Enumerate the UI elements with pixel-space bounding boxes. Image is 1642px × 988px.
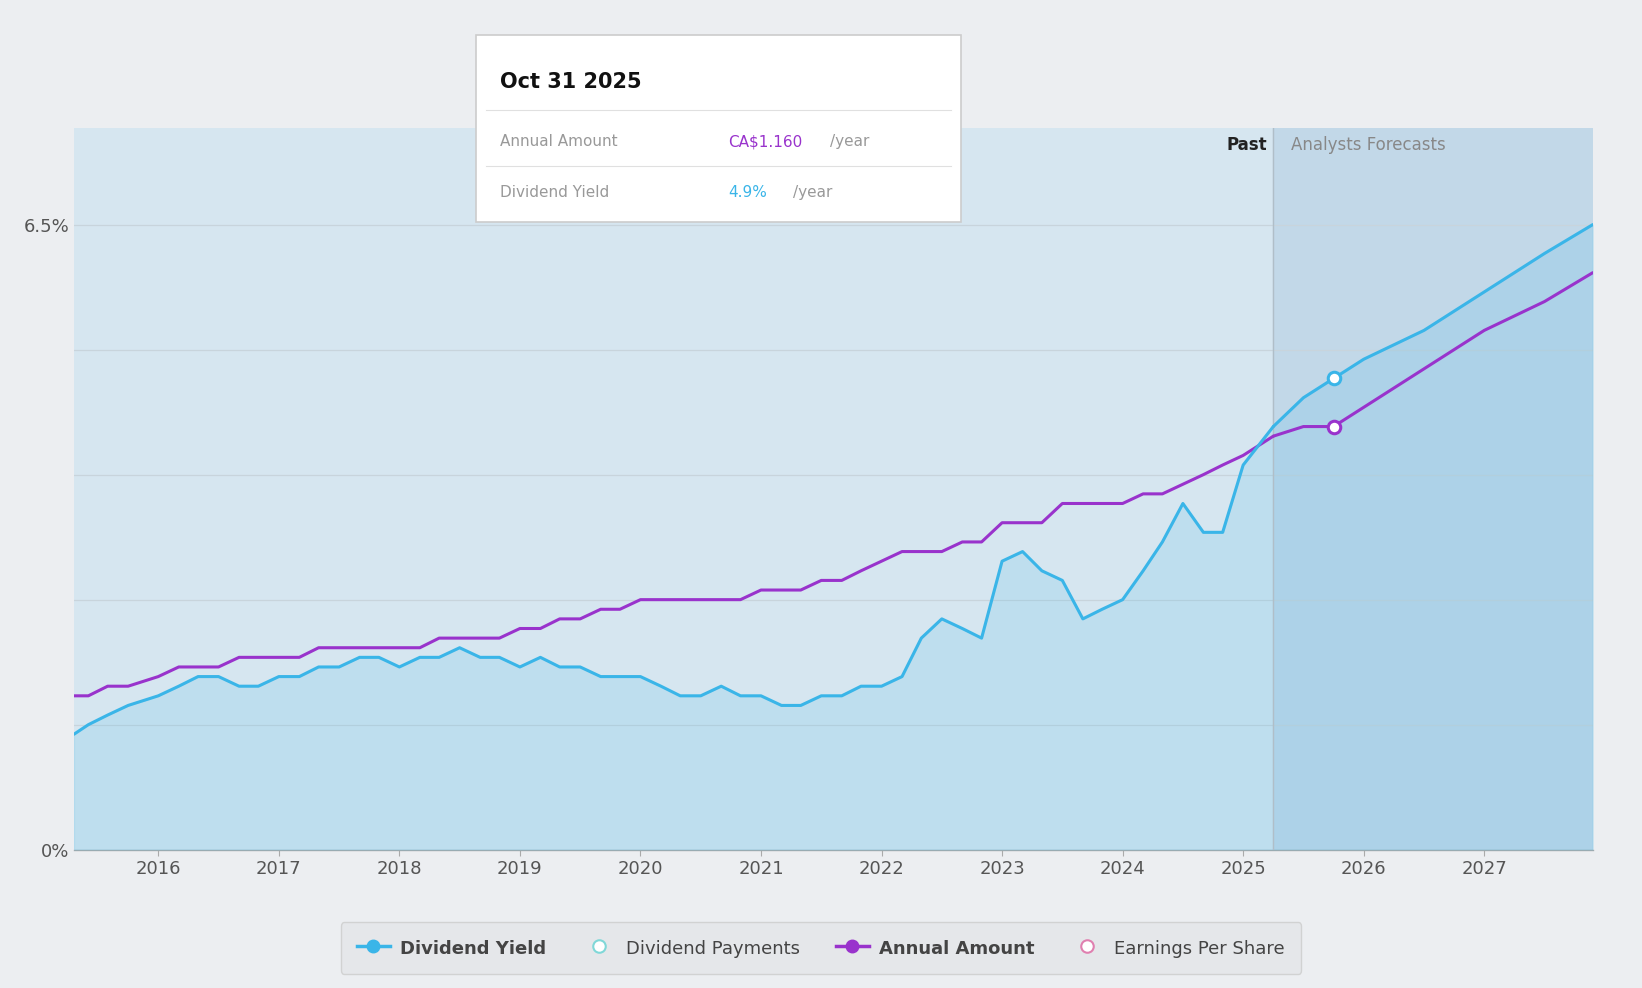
Text: Analysts Forecasts: Analysts Forecasts [1291,135,1447,154]
Text: 4.9%: 4.9% [727,185,767,200]
Text: Annual Amount: Annual Amount [501,134,617,149]
Bar [1273,128,1593,850]
Legend: Dividend Yield, Dividend Payments, Annual Amount, Earnings Per Share: Dividend Yield, Dividend Payments, Annua… [342,922,1300,974]
Text: /year: /year [793,185,832,200]
Text: CA$1.160: CA$1.160 [727,134,803,149]
Text: Past: Past [1227,135,1268,154]
Text: /year: /year [829,134,869,149]
Text: Oct 31 2025: Oct 31 2025 [501,72,642,92]
Text: Dividend Yield: Dividend Yield [501,185,609,200]
